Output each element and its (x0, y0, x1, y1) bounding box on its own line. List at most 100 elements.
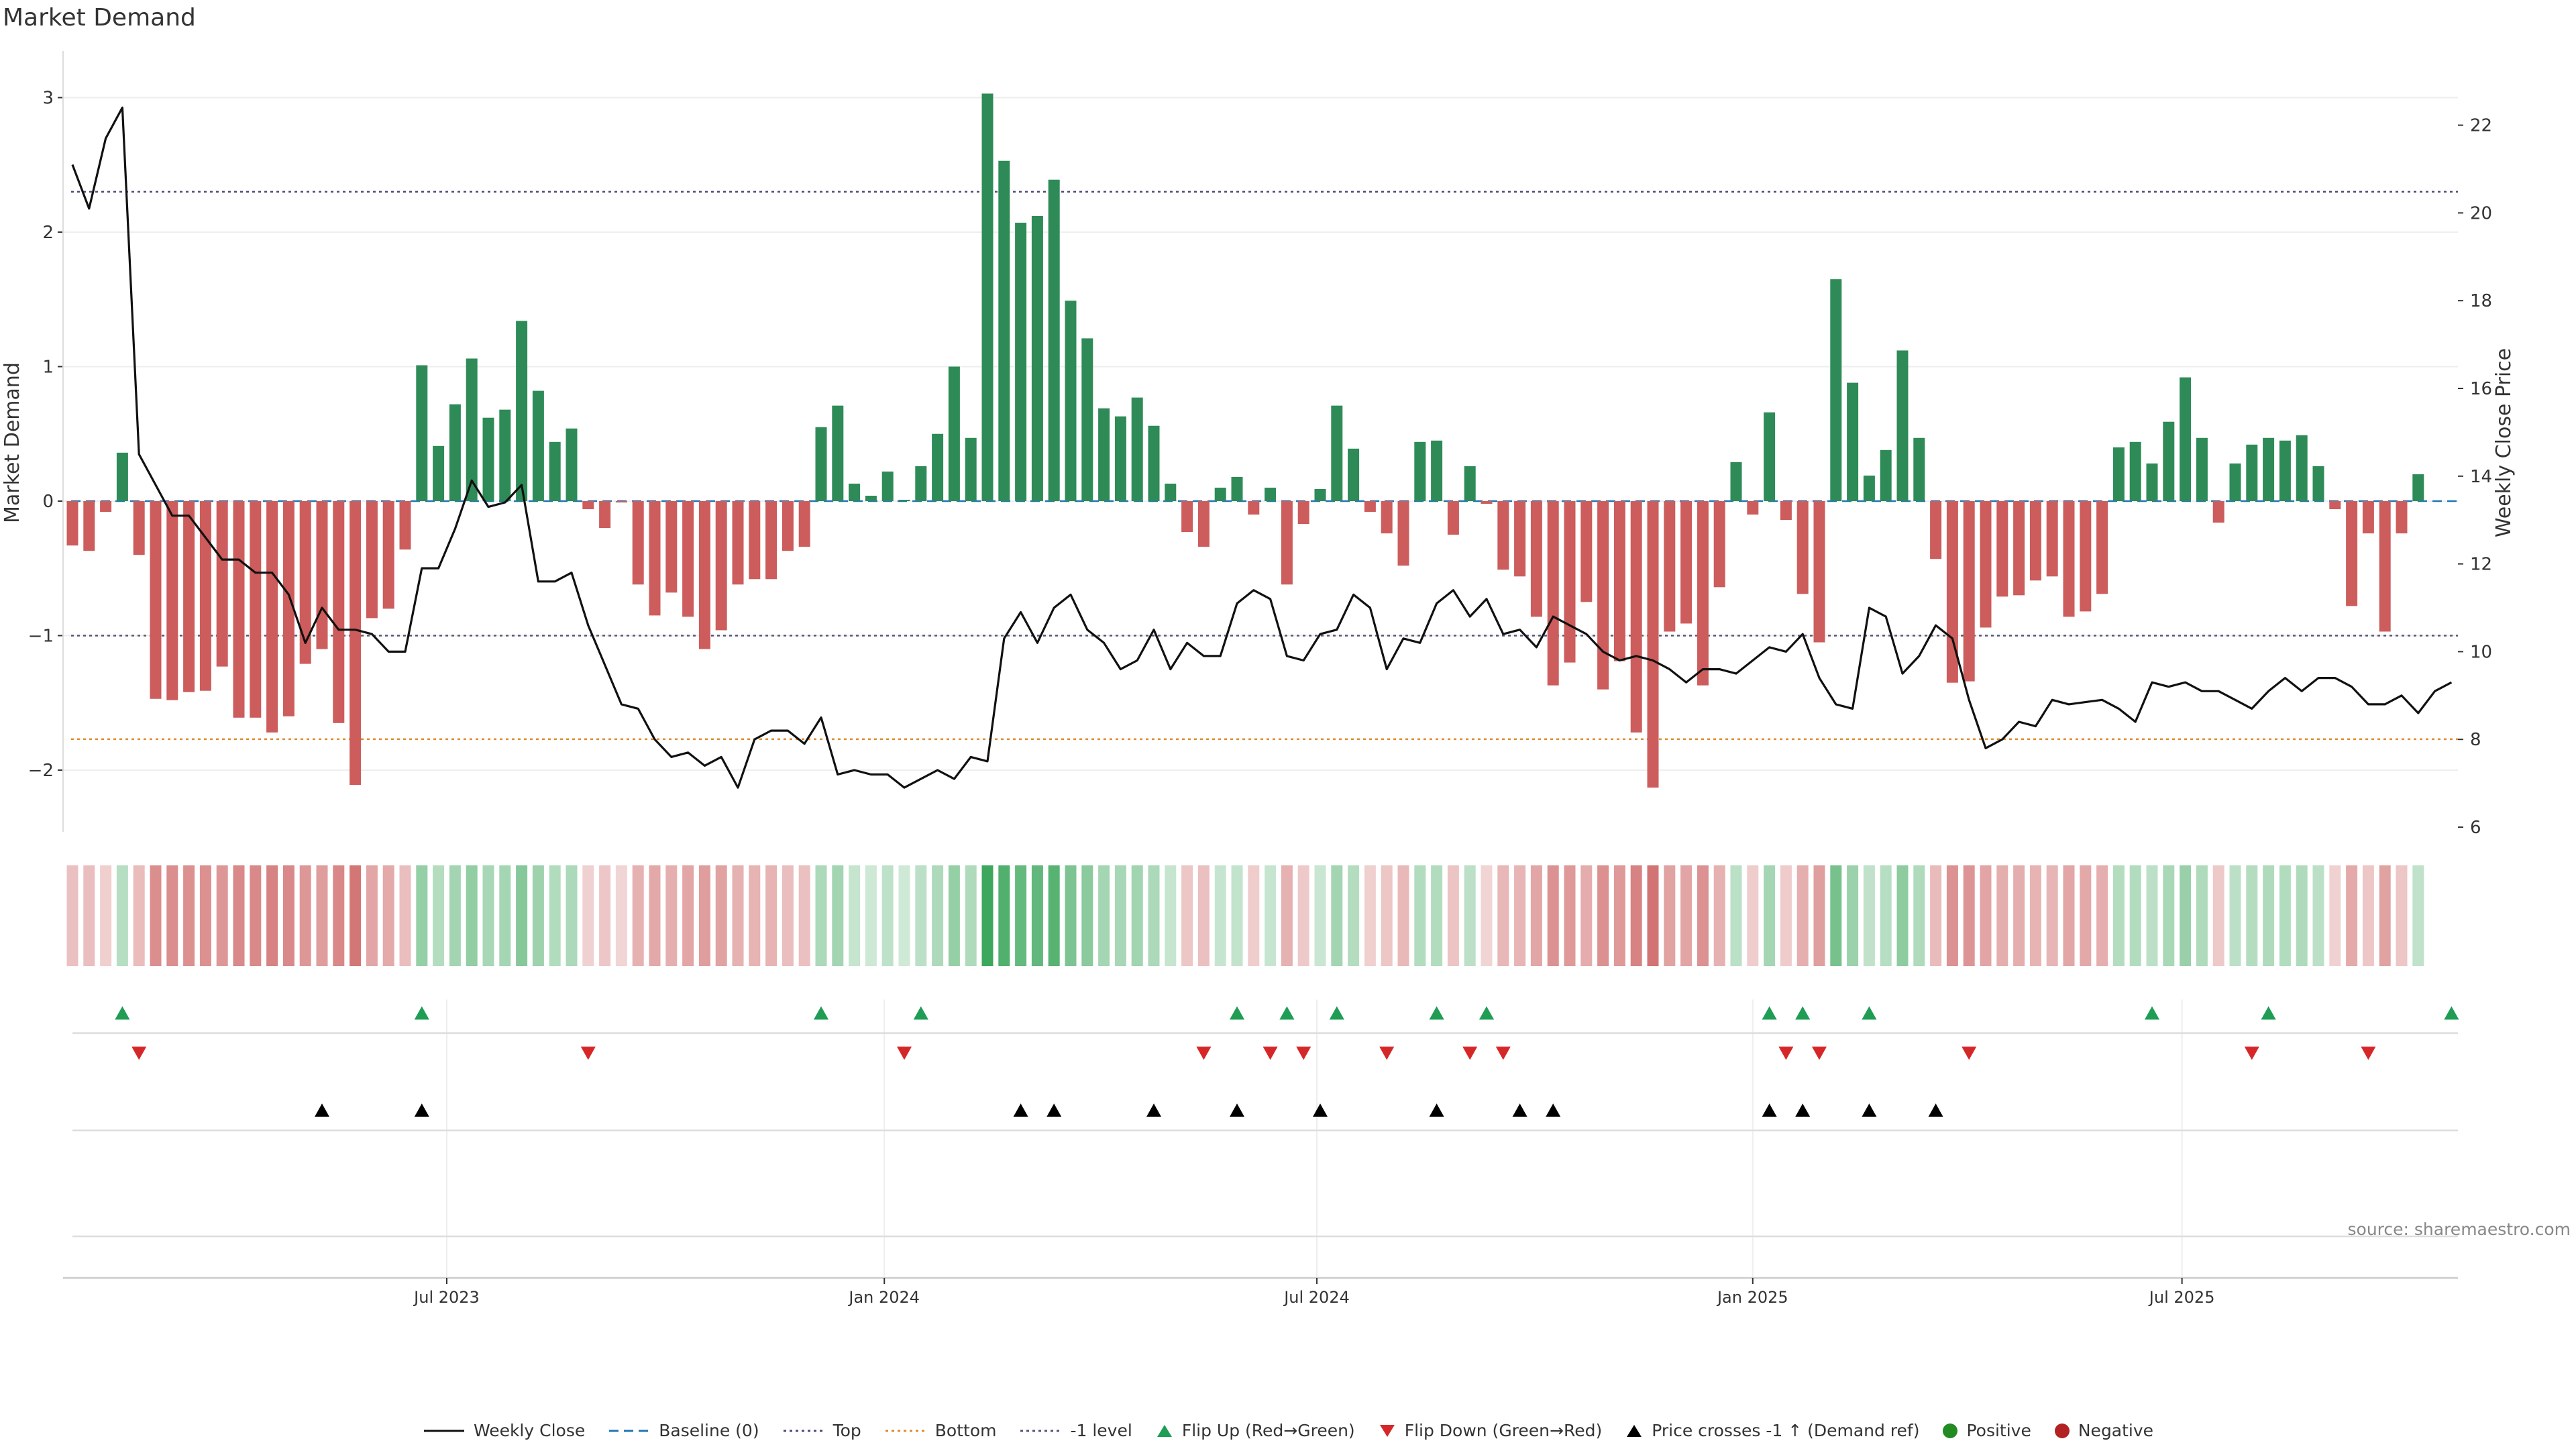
legend-swatch (783, 1430, 824, 1432)
price-cross-marker (1546, 1104, 1561, 1117)
heat-cell (749, 865, 761, 966)
flip-up-marker (1762, 1006, 1777, 1020)
demand-bar (898, 499, 910, 501)
heat-cell (599, 865, 611, 966)
demand-bar (83, 501, 95, 551)
heat-cell (1414, 865, 1426, 966)
price-line-group (71, 106, 2453, 789)
heat-cell (782, 865, 794, 966)
demand-bar (466, 358, 478, 501)
demand-bar (1447, 501, 1459, 535)
flip-up-marker (1479, 1006, 1494, 1020)
flip-down-marker (580, 1046, 596, 1060)
heat-cell (698, 865, 710, 966)
heat-cell (1597, 865, 1609, 966)
heat-cell (282, 865, 294, 966)
heat-cell (1497, 865, 1509, 966)
x-tick-label: Jan 2024 (847, 1288, 920, 1307)
demand-bar (1647, 501, 1659, 788)
price-cross-marker (1762, 1104, 1777, 1117)
demand-bar (1930, 501, 1942, 559)
heat-cell (2080, 865, 2092, 966)
demand-bar (2163, 421, 2175, 501)
flip-down-marker (1296, 1046, 1311, 1060)
heat-cell (1813, 865, 1825, 966)
demand-bar (849, 483, 861, 501)
legend-label: Negative (2078, 1421, 2154, 1440)
flip-up-marker (2444, 1006, 2459, 1020)
demand-bar (250, 501, 262, 718)
heat-cell (1214, 865, 1226, 966)
demand-bar (282, 501, 294, 716)
heat-cell (1431, 865, 1443, 966)
demand-bar (1796, 501, 1809, 594)
flip-down-marker (1196, 1046, 1212, 1060)
demand-bar (1364, 501, 1376, 513)
heat-cell (1281, 865, 1293, 966)
demand-bar (2096, 501, 2108, 594)
price-line (71, 106, 2453, 789)
demand-bar (1431, 440, 1443, 501)
price-cross-marker (1146, 1104, 1161, 1117)
demand-bar (2346, 501, 2358, 606)
demand-bar (965, 437, 977, 501)
heat-cell (815, 865, 827, 966)
heat-cell (998, 865, 1010, 966)
legend-label: Flip Up (Red→Green) (1181, 1421, 1355, 1440)
demand-bar (632, 501, 644, 585)
demand-bar (532, 390, 544, 501)
heat-cell (2362, 865, 2374, 966)
demand-bar (782, 501, 794, 551)
heat-cell (482, 865, 494, 966)
legend-item: -1 level (1019, 1421, 1132, 1440)
flip-down-marker (1462, 1046, 1478, 1060)
heat-cell (233, 865, 245, 966)
demand-bar (1730, 462, 1742, 501)
heat-cell (1697, 865, 1709, 966)
heat-cell (416, 865, 428, 966)
demand-bar (133, 501, 145, 555)
demand-bar (1880, 449, 1892, 501)
legend-label: Baseline (0) (659, 1421, 759, 1440)
y2-tick-label: 14 (2470, 467, 2492, 487)
heat-cell (1065, 865, 1077, 966)
demand-bar (948, 366, 960, 501)
heat-cell (366, 865, 378, 966)
heat-cell (2396, 865, 2408, 966)
heat-cell (1364, 865, 1376, 966)
demand-bar (199, 501, 211, 691)
legend-item: Weekly Close (423, 1421, 585, 1440)
heat-cell (350, 865, 362, 966)
demand-bar (1464, 466, 1476, 501)
flip-up-marker (1279, 1006, 1295, 1020)
heat-cell (100, 865, 112, 966)
heat-cell (1547, 865, 1559, 966)
demand-bar (382, 501, 394, 609)
heat-cell (1231, 865, 1243, 966)
price-cross-marker (1862, 1104, 1877, 1117)
demand-bar (2212, 501, 2224, 523)
demand-bar (749, 501, 761, 580)
demand-bar (2312, 466, 2324, 501)
demand-bar (1813, 501, 1825, 643)
heat-cell (1481, 865, 1493, 966)
heat-cell (1098, 865, 1110, 966)
heat-cell (1397, 865, 1409, 966)
heat-cell (1248, 865, 1260, 966)
price-cross-marker (414, 1104, 429, 1117)
demand-bar (566, 428, 578, 501)
legend-marker-sample (1157, 1424, 1172, 1437)
demand-bar (1630, 501, 1642, 733)
heat-cell (2163, 865, 2175, 966)
x-tick-label: Jan 2025 (1716, 1288, 1788, 1307)
x-tick-label: Jul 2023 (413, 1288, 480, 1307)
demand-bar (1281, 501, 1293, 585)
demand-bar (1214, 487, 1226, 501)
demand-bar (166, 501, 178, 700)
demand-bar (915, 466, 927, 501)
heat-cell (932, 865, 944, 966)
heat-cell (2196, 865, 2208, 966)
demand-bar (2029, 501, 2041, 581)
demand-bar (266, 501, 278, 733)
